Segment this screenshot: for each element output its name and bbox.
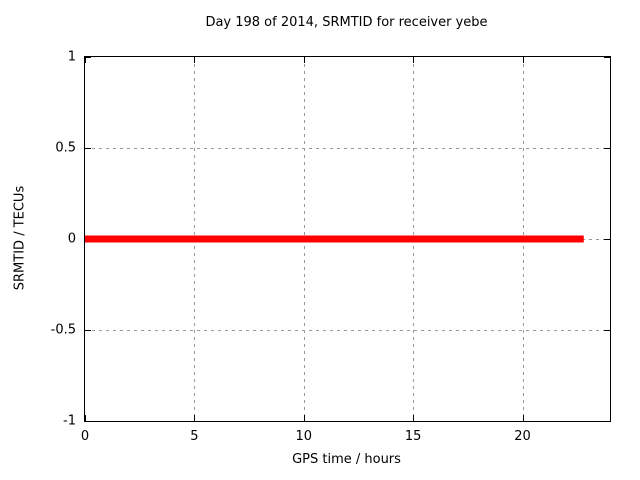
x-tick-mark-bottom	[194, 415, 196, 421]
x-tick-mark-bottom	[413, 415, 415, 421]
x-tick-label: 0	[80, 429, 90, 444]
y-tick-mark-left	[85, 148, 91, 149]
chart-title: Day 198 of 2014, SRMTID for receiver yeb…	[205, 15, 488, 30]
y-tick-label: 0.5	[55, 140, 76, 156]
gridline-horizontal	[85, 148, 610, 149]
x-tick-mark-bottom	[522, 415, 524, 421]
y-tick-label: 0	[67, 231, 76, 247]
y-tick-label: 1	[67, 49, 76, 65]
y-tick-label: -1	[63, 413, 76, 429]
y-tick-mark-right	[604, 239, 610, 240]
y-tick-mark-right	[604, 57, 610, 58]
series-layer	[85, 235, 584, 243]
gridline-horizontal	[85, 330, 610, 331]
x-tick-label: 5	[190, 429, 199, 444]
plot-area: 0 5 10 15 20 -1 -0.5 0 0.5 1	[51, 50, 611, 444]
y-tick-mark-right	[604, 421, 610, 422]
x-tick-mark-top	[522, 57, 524, 63]
x-axis-label: GPS time / hours	[292, 452, 401, 467]
y-tick-mark-left	[85, 330, 91, 331]
x-tick-mark-bottom	[303, 415, 305, 421]
x-tick-mark-bottom	[85, 415, 86, 421]
x-tick-mark-top	[303, 57, 305, 63]
x-tick-label: 10	[295, 429, 313, 444]
y-tick-mark-left	[85, 57, 91, 58]
x-tick-label: 20	[514, 429, 531, 444]
x-tick-mark-top	[194, 57, 196, 63]
y-tick-mark-right	[604, 330, 610, 331]
y-tick-mark-left	[85, 421, 91, 422]
x-tick-mark-top	[413, 57, 415, 63]
x-tick-label: 15	[404, 429, 422, 444]
x-tick-mark-top	[85, 57, 86, 63]
y-tick-mark-right	[604, 148, 610, 149]
y-tick-label: -0.5	[50, 322, 76, 338]
y-axis-label: SRMTID / TECUs	[12, 185, 28, 291]
